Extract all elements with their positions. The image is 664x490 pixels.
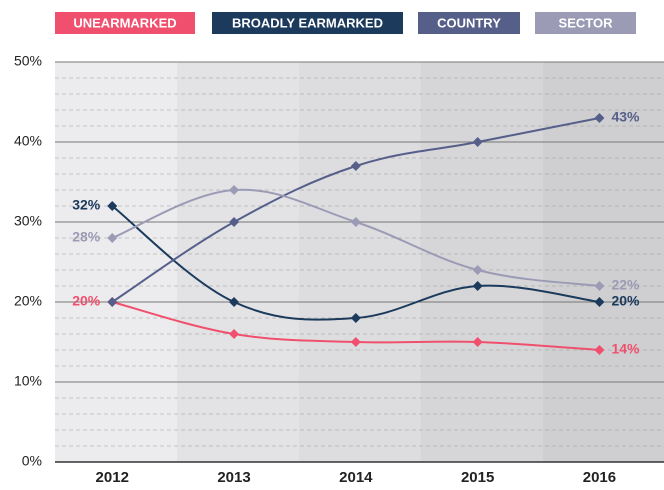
column-band bbox=[55, 62, 177, 462]
x-tick-label: 2016 bbox=[583, 469, 616, 486]
point-marker bbox=[229, 217, 240, 227]
legend-swatch bbox=[535, 12, 636, 34]
y-tick-label: 30% bbox=[14, 213, 42, 229]
y-tick-label: 10% bbox=[14, 373, 42, 389]
point-marker bbox=[594, 113, 605, 123]
point-marker bbox=[107, 233, 118, 243]
data-label: 20% bbox=[611, 293, 640, 309]
point-marker bbox=[107, 201, 118, 211]
point-marker bbox=[350, 337, 361, 347]
point-marker bbox=[472, 281, 483, 291]
x-tick-label: 2012 bbox=[96, 469, 129, 486]
y-tick-label: 0% bbox=[22, 453, 42, 469]
legend-label: COUNTRY bbox=[437, 15, 501, 30]
column-band bbox=[176, 62, 299, 462]
legend-swatch bbox=[418, 12, 520, 34]
point-marker bbox=[594, 297, 605, 307]
data-label: 32% bbox=[72, 197, 101, 213]
y-tick-label: 50% bbox=[14, 53, 42, 69]
point-marker bbox=[350, 161, 361, 171]
y-tick-label: 40% bbox=[14, 133, 42, 149]
data-label: 22% bbox=[611, 277, 640, 293]
point-marker bbox=[472, 265, 483, 275]
legend-swatch bbox=[55, 12, 195, 34]
point-marker bbox=[107, 297, 118, 307]
point-marker bbox=[229, 297, 240, 307]
data-label: 20% bbox=[72, 293, 101, 309]
column-band bbox=[542, 62, 664, 462]
point-marker bbox=[229, 185, 240, 195]
point-marker bbox=[472, 337, 483, 347]
point-marker bbox=[350, 313, 361, 323]
point-marker bbox=[229, 329, 240, 339]
x-tick-label: 2013 bbox=[217, 469, 250, 486]
legend-swatch bbox=[212, 12, 403, 34]
point-marker bbox=[594, 345, 605, 355]
legend-label: UNEARMARKED bbox=[73, 15, 176, 30]
data-label: 14% bbox=[611, 341, 640, 357]
x-tick-label: 2015 bbox=[461, 469, 494, 486]
point-marker bbox=[472, 137, 483, 147]
y-tick-label: 20% bbox=[14, 293, 42, 309]
point-marker bbox=[594, 281, 605, 291]
x-tick-label: 2014 bbox=[339, 469, 373, 486]
column-band bbox=[420, 62, 543, 462]
data-label: 28% bbox=[72, 229, 101, 245]
data-label: 43% bbox=[611, 109, 640, 125]
legend-label: SECTOR bbox=[559, 15, 614, 30]
point-marker bbox=[350, 217, 361, 227]
legend-label: BROADLY EARMARKED bbox=[232, 15, 383, 30]
column-band bbox=[298, 62, 421, 462]
